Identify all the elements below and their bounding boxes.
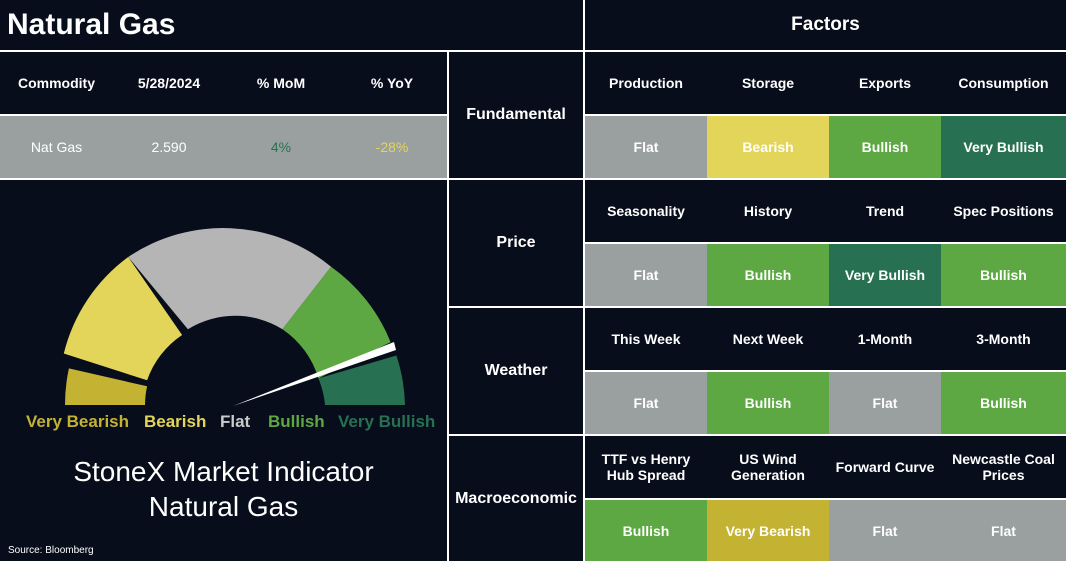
factor-header: 3-Month xyxy=(941,308,1066,370)
factor-value-very-bullish: Very Bullish xyxy=(829,244,941,306)
factor-value-very-bearish: Very Bearish xyxy=(707,500,829,561)
factor-header: History xyxy=(707,180,829,242)
mom-header: % MoM xyxy=(225,52,337,114)
gauge-label-very-bullish: Very Bullish xyxy=(338,412,436,431)
factor-value-bullish: Bullish xyxy=(707,372,829,434)
yoy-value: -28% xyxy=(375,139,409,155)
factor-label-fundamental: Fundamental xyxy=(449,52,583,178)
gauge-segment-bearish xyxy=(63,257,183,381)
gauge-label-very-bearish: Very Bearish xyxy=(26,412,130,431)
gauge-chart xyxy=(63,228,405,406)
factor-value-bullish: Bullish xyxy=(707,244,829,306)
price-value: 2.590 xyxy=(151,139,187,155)
factor-value-very-bullish: Very Bullish xyxy=(941,116,1066,178)
factor-header: Exports xyxy=(829,52,941,114)
factor-header: Trend xyxy=(829,180,941,242)
factor-header: This Week xyxy=(585,308,707,370)
factor-value-flat: Flat xyxy=(941,500,1066,561)
factor-header: 1-Month xyxy=(829,308,941,370)
factor-header: Spec Positions xyxy=(941,180,1066,242)
factor-value-bullish: Bullish xyxy=(829,116,941,178)
commodity-header: Commodity xyxy=(0,52,113,114)
commodity-row-bg xyxy=(0,116,447,178)
factor-header: Consumption xyxy=(941,52,1066,114)
gauge-segment-very-bearish xyxy=(64,368,148,405)
factor-label-weather: Weather xyxy=(449,308,583,434)
date-header: 5/28/2024 xyxy=(113,52,225,114)
factor-header: TTF vs Henry Hub Spread xyxy=(585,436,707,498)
mom-value: 4% xyxy=(270,139,292,155)
gauge-label-bearish: Bearish xyxy=(144,412,207,431)
factor-value-flat: Flat xyxy=(585,372,707,434)
gauge-needle xyxy=(233,342,396,406)
gauge-label-flat: Flat xyxy=(220,412,251,431)
factor-value-bullish: Bullish xyxy=(585,500,707,561)
gauge-segment-bullish xyxy=(282,266,391,379)
factor-value-flat: Flat xyxy=(829,372,941,434)
factor-value-flat: Flat xyxy=(585,116,707,178)
indicator-title-line2: Natural Gas xyxy=(148,491,299,522)
factors-title: Factors xyxy=(585,0,1066,50)
factor-label-price: Price xyxy=(449,180,583,306)
gauge-segment-flat xyxy=(128,228,332,330)
factor-header: Storage xyxy=(707,52,829,114)
factor-header: Seasonality xyxy=(585,180,707,242)
factor-label-macroeconomic: Macroeconomic xyxy=(449,436,583,561)
factor-value-bullish: Bullish xyxy=(941,372,1066,434)
factor-header: Next Week xyxy=(707,308,829,370)
factor-value-flat: Flat xyxy=(585,244,707,306)
gauge-label-bullish: Bullish xyxy=(268,412,325,431)
factor-header: Forward Curve xyxy=(829,436,941,498)
factor-value-flat: Flat xyxy=(829,500,941,561)
factor-header: US Wind Generation xyxy=(707,436,829,498)
factor-value-bearish: Bearish xyxy=(707,116,829,178)
source-note: Source: Bloomberg xyxy=(8,545,94,556)
commodity-name: Nat Gas xyxy=(30,139,83,155)
page-title: Natural Gas xyxy=(0,0,583,50)
factor-value-bullish: Bullish xyxy=(941,244,1066,306)
factor-header: Newcastle Coal Prices xyxy=(941,436,1066,498)
gauge-segment-very-bullish xyxy=(318,355,405,405)
indicator-title-line1: StoneX Market Indicator xyxy=(73,456,374,487)
yoy-header: % YoY xyxy=(337,52,447,114)
factor-header: Production xyxy=(585,52,707,114)
